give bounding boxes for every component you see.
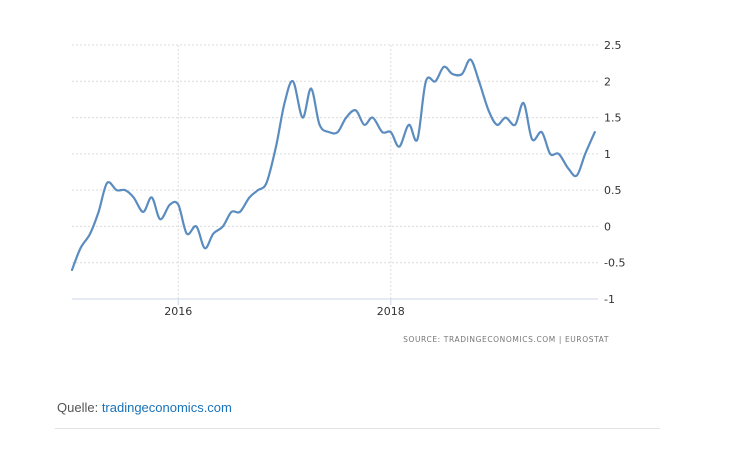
data-point (406, 122, 412, 128)
data-point (423, 78, 429, 84)
data-point (308, 86, 314, 92)
series-line (70, 58, 596, 272)
data-point (459, 71, 465, 77)
data-point (202, 245, 208, 251)
data-point (441, 64, 447, 70)
source-note: SOURCE: TRADINGECONOMICS.COM | EUROSTAT (403, 335, 609, 344)
data-point (273, 144, 279, 150)
data-point (96, 209, 102, 215)
data-point (237, 209, 243, 215)
y-tick-label: 2 (604, 75, 611, 88)
y-tick-label: -1 (604, 293, 615, 306)
caption-prefix: Quelle: (57, 400, 102, 415)
data-point (353, 107, 359, 113)
y-tick-label: 2.5 (604, 39, 622, 52)
data-point (282, 100, 288, 106)
data-point (184, 231, 190, 237)
y-tick-label: 0.5 (604, 184, 622, 197)
grid-lines (72, 44, 598, 300)
data-point (228, 209, 234, 215)
series-layer (69, 57, 598, 273)
data-point (556, 151, 562, 157)
y-tick-label: -0.5 (604, 257, 625, 270)
data-point (503, 115, 509, 121)
data-point (149, 194, 155, 200)
data-point (157, 216, 163, 222)
data-point (476, 78, 482, 84)
y-tick-label: 0 (604, 220, 611, 233)
data-point (414, 136, 420, 142)
data-point (263, 180, 269, 186)
data-point (131, 194, 137, 200)
data-point (317, 122, 323, 128)
data-point (255, 187, 261, 193)
data-point (343, 115, 349, 121)
data-point (388, 129, 394, 135)
data-point (140, 209, 146, 215)
x-axis: 2016 2018 (72, 298, 598, 318)
data-point (494, 122, 500, 128)
divider (55, 428, 660, 429)
data-point (167, 202, 173, 208)
data-point (467, 57, 473, 63)
data-point (104, 180, 110, 186)
data-point (592, 129, 598, 135)
data-point (539, 129, 545, 135)
data-point (114, 187, 120, 193)
y-tick-label: 1.5 (604, 112, 622, 125)
data-point (379, 129, 385, 135)
data-point (193, 223, 199, 229)
data-point (335, 129, 341, 135)
data-point (300, 115, 306, 121)
data-point (69, 267, 75, 273)
x-tick-label: 2016 (164, 305, 192, 318)
data-point (512, 122, 518, 128)
data-point (574, 173, 580, 179)
data-point (175, 202, 181, 208)
data-point (529, 136, 535, 142)
data-point (486, 107, 492, 113)
y-axis: 2.5 2 1.5 1 0.5 0 -0.5 -1 (604, 39, 625, 306)
data-point (210, 231, 216, 237)
source-link[interactable]: tradingeconomics.com (101, 400, 232, 415)
data-point (565, 165, 571, 171)
data-point (582, 151, 588, 157)
x-tick-label: 2018 (377, 305, 405, 318)
source-caption: Quelle: tradingeconomics.com (57, 400, 232, 415)
data-point (122, 187, 128, 193)
data-point (220, 223, 226, 229)
data-point (246, 194, 252, 200)
data-point (326, 129, 332, 135)
data-point (449, 71, 455, 77)
data-point (290, 78, 296, 84)
data-point (78, 245, 84, 251)
data-point (432, 78, 438, 84)
line-chart: 2.5 2 1.5 1 0.5 0 -0.5 -1 2016 2018 SOURCE: TRAD… (69, 39, 625, 344)
data-point (396, 144, 402, 150)
data-point (87, 231, 93, 237)
data-point (361, 122, 367, 128)
data-point (521, 100, 527, 106)
y-tick-label: 1 (604, 148, 611, 161)
data-point (370, 115, 376, 121)
data-point (547, 151, 553, 157)
